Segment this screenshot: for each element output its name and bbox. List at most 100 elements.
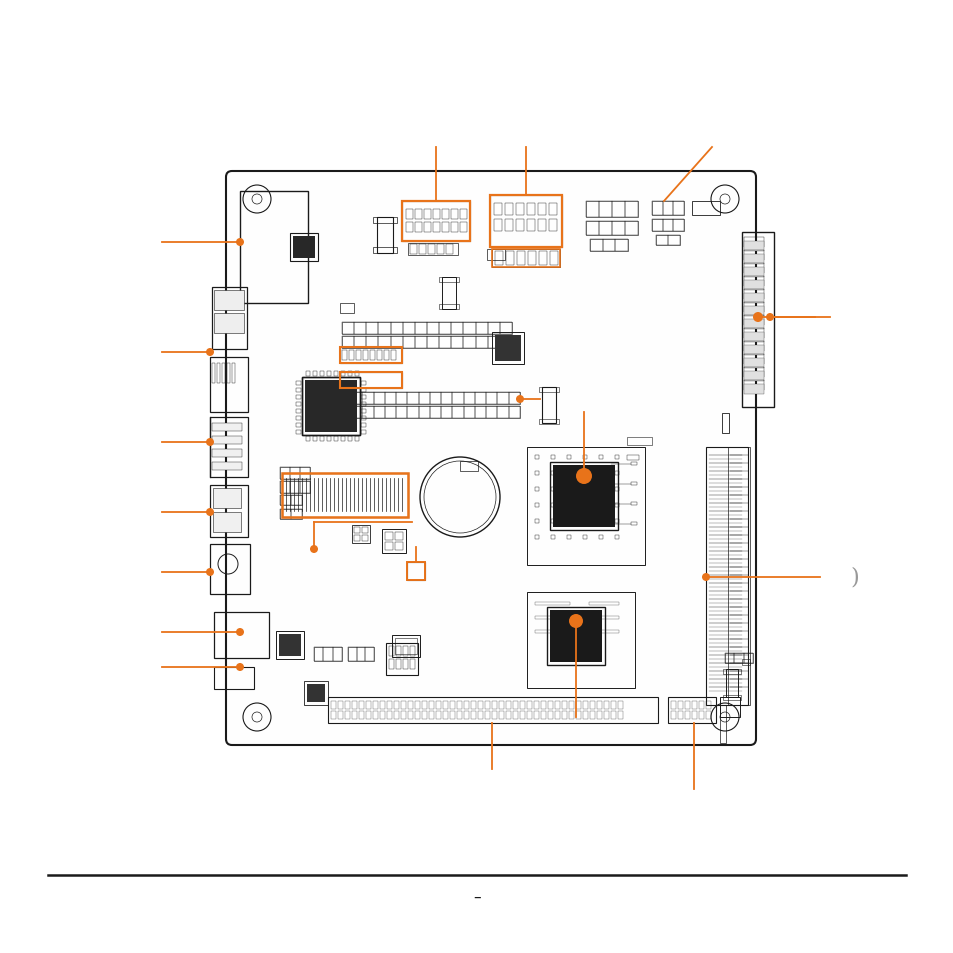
Bar [386,643,417,676]
Bar [295,431,301,435]
Bar [463,407,475,418]
Bar [743,355,763,365]
Bar [667,235,679,246]
Bar [400,701,406,709]
Bar [566,472,571,476]
Bar [410,245,416,254]
Bar [339,348,401,364]
Bar [295,410,301,414]
Bar [476,323,487,335]
Bar [585,202,638,218]
Bar [291,496,302,505]
Bar [582,456,586,459]
Bar [358,711,364,720]
Bar [415,323,427,335]
Bar [597,711,601,720]
Circle shape [568,615,582,628]
Bar [327,372,331,376]
Bar [498,711,503,720]
Bar [433,210,439,220]
Bar [349,351,354,360]
Bar [355,436,358,441]
Bar [568,711,574,720]
Bar [304,681,328,705]
Bar [618,701,622,709]
Bar [743,276,763,287]
Bar [360,431,366,435]
Bar [423,210,431,220]
Bar [441,223,449,233]
Bar [339,407,351,418]
Bar [484,711,490,720]
Bar [376,351,381,360]
Bar [391,351,395,360]
Bar [212,364,214,384]
Bar [210,485,248,537]
Bar [561,701,566,709]
Bar [656,235,667,246]
Bar [486,393,497,405]
Bar [360,402,366,407]
Bar [341,336,354,349]
Bar [433,223,439,233]
Bar [451,210,457,220]
Bar [210,417,248,477]
Bar [495,335,520,361]
Bar [438,336,451,349]
Bar [361,536,368,541]
Bar [213,513,241,533]
Bar [477,701,482,709]
Bar [319,372,324,376]
Bar [519,711,524,720]
Bar [394,701,398,709]
Bar [722,696,740,700]
Bar [535,519,538,523]
Bar [354,323,366,335]
Bar [551,472,555,476]
Bar [395,542,402,551]
Bar [339,304,354,314]
Circle shape [701,574,709,581]
Bar [743,268,763,277]
Bar [743,385,763,395]
Bar [743,358,763,369]
Bar [348,647,374,661]
Bar [410,659,415,669]
Bar [341,323,512,335]
Bar [379,711,385,720]
Bar [366,323,378,335]
Bar [360,423,366,428]
Bar [492,711,497,720]
Bar [408,711,413,720]
Bar [400,711,406,720]
Bar [210,357,248,413]
Bar [550,252,558,266]
Bar [366,711,371,720]
Bar [504,220,513,232]
Bar [513,711,517,720]
Bar [463,711,469,720]
Bar [566,536,571,539]
Bar [684,701,689,709]
Bar [538,419,558,424]
Bar [475,393,486,405]
Bar [615,503,618,507]
Bar [459,461,477,472]
Circle shape [576,469,592,484]
Bar [588,630,618,634]
Bar [212,288,247,350]
Bar [216,364,220,384]
Bar [516,220,523,232]
Circle shape [752,313,762,323]
Bar [355,351,360,360]
Bar [743,654,752,663]
Bar [408,701,413,709]
Bar [535,472,538,476]
Bar [526,711,532,720]
Bar [427,323,438,335]
Bar [582,503,586,507]
Bar [280,468,290,479]
Bar [337,711,343,720]
Bar [362,393,374,405]
Bar [352,711,356,720]
